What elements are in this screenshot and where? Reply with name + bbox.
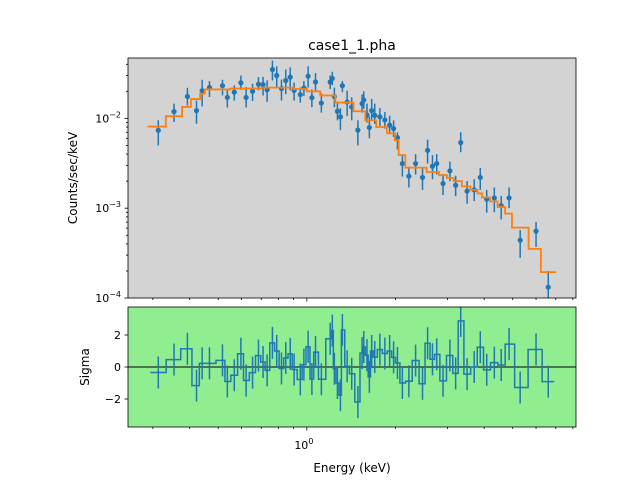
data-point [199, 88, 205, 94]
data-point [440, 180, 446, 187]
top-y-axis-label: Counts/sec/keV [66, 131, 80, 224]
residual-plot-frame [127, 306, 577, 428]
spectrum-axes: 10−210−310−4 [95, 57, 577, 305]
data-point [337, 114, 344, 120]
spectrum-plot-background [128, 58, 576, 298]
tick-base: 10 [95, 292, 109, 305]
spectrum-plot-frame [127, 57, 577, 299]
residual-marks [128, 307, 576, 419]
y-tick-label: 0 [114, 361, 121, 374]
data-point [231, 89, 237, 95]
data-point [238, 80, 244, 86]
tick-exponent: −2 [109, 110, 121, 119]
data-point [297, 91, 303, 98]
data-point [155, 127, 161, 133]
data-point [260, 81, 266, 88]
data-point [458, 140, 464, 146]
data-point [372, 112, 378, 118]
data-point [274, 72, 280, 79]
chart-title: case1_1.pha [308, 38, 396, 54]
data-point [453, 182, 459, 188]
model-line [147, 86, 557, 274]
data-point [318, 100, 324, 106]
bottom-y-axis-label: Sigma [78, 348, 92, 386]
tick-base: 10 [95, 202, 109, 215]
data-point [517, 237, 523, 243]
data-point [171, 108, 177, 115]
data-point [434, 160, 440, 167]
y-tick-label: 10−3 [95, 200, 121, 215]
data-point [464, 188, 470, 194]
tick-base: 10 [294, 439, 308, 452]
data-point [394, 135, 401, 141]
data-point [193, 108, 200, 114]
y-tick-label: −2 [105, 393, 121, 406]
data-point [249, 88, 256, 94]
data-point [399, 160, 405, 167]
tick-exponent: 0 [308, 437, 313, 446]
tick-base: 10 [95, 112, 109, 125]
data-point [447, 168, 453, 174]
spectrum-marks [147, 60, 557, 298]
data-point [361, 97, 367, 103]
data-point [424, 147, 431, 153]
data-point [243, 94, 249, 101]
data-point [339, 83, 345, 89]
data-point [429, 163, 436, 169]
data-point [355, 127, 361, 133]
data-point [312, 79, 319, 85]
data-point [413, 160, 419, 167]
x-axis-label: Energy (keV) [313, 461, 390, 475]
data-point [491, 195, 497, 201]
data-point [255, 81, 262, 87]
y-tick-label: 10−4 [95, 290, 121, 305]
data-point [329, 75, 335, 82]
data-point [477, 174, 483, 181]
data-point [184, 93, 191, 100]
residual-step-line [150, 320, 555, 403]
data-point [390, 125, 397, 132]
data-point [533, 228, 539, 234]
data-point [406, 173, 412, 179]
data-point [369, 108, 375, 114]
x-tick-label: 100 [294, 437, 313, 452]
tick-exponent: −4 [109, 290, 121, 299]
data-point [506, 195, 512, 201]
data-point [377, 114, 383, 120]
data-point [382, 117, 388, 123]
tick-exponent: −3 [109, 200, 121, 209]
data-point [545, 284, 551, 290]
y-tick-label: 2 [114, 329, 121, 342]
data-point [419, 174, 426, 181]
data-point [269, 66, 276, 73]
data-point [305, 73, 311, 79]
data-point [309, 95, 315, 101]
data-point [334, 108, 341, 114]
data-point [287, 74, 293, 80]
data-point [366, 124, 372, 131]
data-point [219, 83, 226, 89]
data-point [283, 77, 289, 84]
data-point [224, 94, 230, 101]
y-tick-label: 10−2 [95, 110, 121, 125]
data-point [387, 122, 393, 128]
